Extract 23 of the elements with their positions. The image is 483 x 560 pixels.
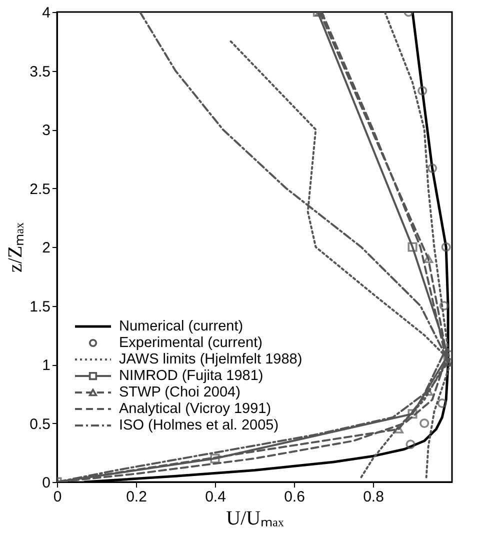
legend-label: Numerical (current) [119,318,244,334]
legend-label: ISO (Holmes et al. 2005) [119,418,279,434]
x-tick-label: 0.4 [205,488,226,506]
x-tick-label: 0.6 [284,488,305,506]
y-axis-title: z/Zₘₐₓ [4,222,27,272]
legend-label: NIMROD (Fujita 1981) [119,368,264,384]
y-tick-label: 4 [42,4,50,22]
y-tick-label: 0 [42,474,50,492]
x-axis-title: U/Uₘₐₓ [226,508,284,530]
y-tick-label: 3.5 [30,63,50,80]
y-tick-label: 0.5 [30,416,50,433]
y-tick-label: 1.5 [30,298,50,316]
y-tick-label: 1 [42,357,50,374]
legend-label: Analytical (Vicroy 1991) [119,401,272,417]
legend-label: Experimental (current) [119,335,262,351]
x-tick-label: 0.8 [363,488,384,506]
y-tick-label: 2.5 [30,180,50,198]
x-tick-label: 0.2 [126,488,147,506]
x-tick-label: 0 [53,488,62,506]
legend-label: STWP (Choi 2004) [119,384,240,400]
legend-label: JAWS limits (Hjelmfelt 1988) [119,352,302,368]
y-tick-label: 3 [42,122,50,139]
y-tick-label: 2 [42,240,50,256]
